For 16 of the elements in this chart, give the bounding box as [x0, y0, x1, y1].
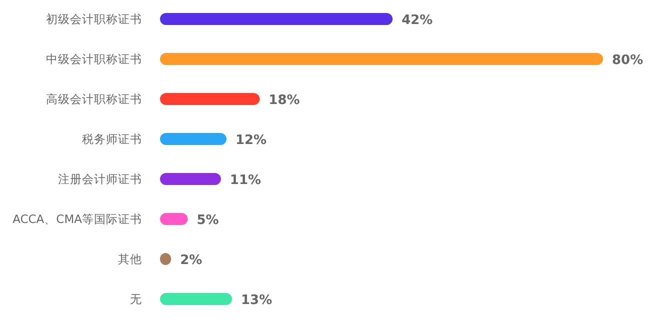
data-label: 2%: [180, 253, 202, 268]
data-label: 42%: [402, 13, 433, 28]
y-tick-label: 税务师证书: [82, 132, 142, 146]
y-tick-label: 注册会计师证书: [58, 172, 142, 186]
data-label: 18%: [268, 93, 300, 108]
data-label: 12%: [235, 133, 267, 148]
y-tick-label: ACCA、CMA等国际证书: [12, 212, 142, 226]
data-label: 13%: [240, 293, 272, 308]
data-label: 5%: [196, 213, 219, 228]
y-tick-label: 无: [130, 292, 142, 306]
y-tick-label: 其他: [118, 252, 142, 266]
y-tick-label: 初级会计职称证书: [46, 12, 142, 26]
y-tick-label: 高级会计职称证书: [46, 92, 142, 106]
data-label: 80%: [612, 53, 644, 68]
data-label: 11%: [230, 173, 262, 188]
y-tick-label: 中级会计职称证书: [46, 52, 142, 66]
